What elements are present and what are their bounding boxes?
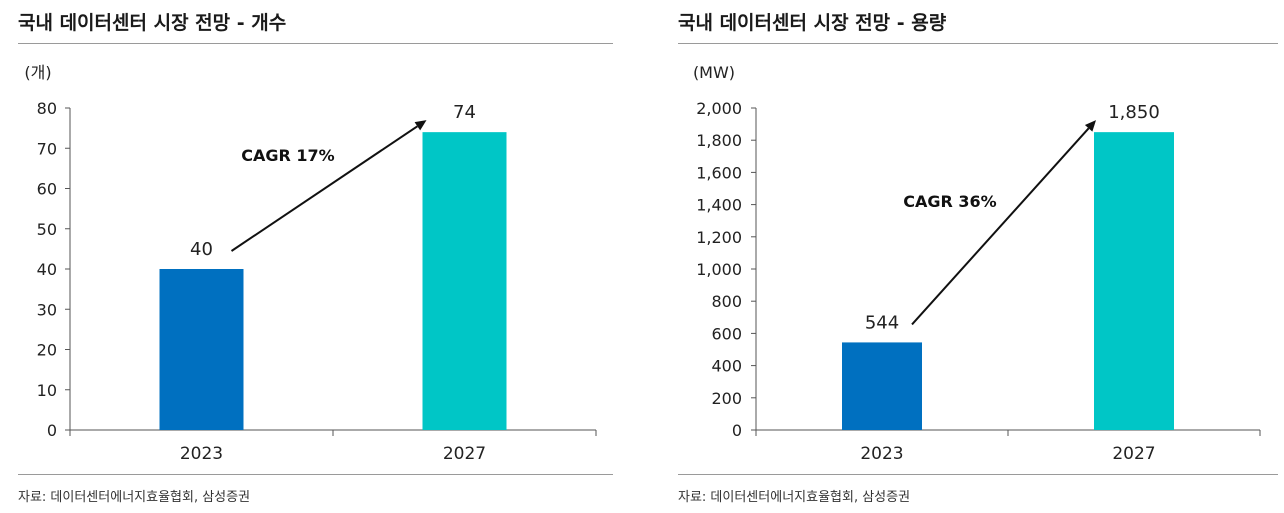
x-tick-label: 2023: [180, 444, 223, 464]
y-tick-label: 50: [37, 220, 57, 239]
title-divider: [678, 43, 1278, 44]
x-tick-label: 2027: [443, 444, 486, 464]
y-tick-label: 20: [37, 341, 57, 360]
cagr-annotation: CAGR 36%: [903, 192, 996, 211]
data-label: 40: [190, 239, 213, 260]
bar-chart-count: (개) 0 10 20 30 40 50 60 70 80 40 2023 74 2027 CAGR 17%: [24, 63, 597, 464]
cagr-annotation: CAGR 17%: [241, 146, 334, 165]
title-divider: [18, 43, 613, 44]
y-tick-label: 2,000: [696, 99, 742, 118]
y-unit-label: (개): [24, 63, 51, 82]
y-tick-label: 60: [37, 180, 57, 199]
x-tick-label: 2023: [860, 444, 903, 464]
source-note: 자료: 데이터센터에너지효율협회, 삼성증권: [18, 490, 251, 505]
source-divider: [18, 474, 613, 475]
y-tick-label: 80: [37, 99, 57, 118]
y-tick-label: 1,600: [696, 163, 742, 182]
cagr-arrow-head: [1084, 120, 1096, 132]
y-tick-label: 40: [37, 260, 57, 279]
cagr-arrow-line: [911, 127, 1090, 326]
data-label: 74: [453, 102, 476, 123]
bar-chart-capacity: (MW) 0 200 400 600 800 1,000 1,200 1,400 1,600 1,8…: [693, 63, 1261, 464]
x-tick-label: 2027: [1112, 444, 1155, 464]
y-unit-label: (MW): [693, 63, 735, 82]
y-tick-label: 200: [711, 389, 742, 408]
y-tick-label: 0: [47, 421, 57, 440]
y-tick-label: 800: [711, 292, 742, 311]
y-tick-label: 600: [711, 324, 742, 343]
chart-title: 국내 데이터센터 시장 전망 - 개수: [18, 12, 287, 34]
cagr-arrow-line: [230, 125, 418, 252]
chart-title: 국내 데이터센터 시장 전망 - 용량: [678, 12, 947, 34]
y-tick-label: 1,200: [696, 228, 742, 247]
y-tick-label: 30: [37, 300, 57, 319]
bar-2027: [1094, 132, 1174, 430]
bar-2023: [159, 269, 244, 430]
y-tick-label: 70: [37, 139, 57, 158]
y-tick-label: 1,400: [696, 196, 742, 215]
data-label: 544: [865, 312, 899, 333]
y-tick-label: 400: [711, 357, 742, 376]
y-tick-label: 0: [732, 421, 742, 440]
source-divider: [678, 474, 1278, 475]
chart-panel-capacity: 국내 데이터센터 시장 전망 - 용량 (MW) 0 200 400 600 800 1,0…: [678, 0, 1284, 513]
cagr-arrow-head: [414, 120, 427, 131]
bar-2027: [422, 132, 507, 430]
y-tick-label: 10: [37, 381, 57, 400]
chart-panel-count: 국내 데이터센터 시장 전망 - 개수 (개) 0 10 20 30 40 50 60 70 80…: [0, 0, 613, 513]
data-label: 1,850: [1108, 102, 1160, 123]
source-note: 자료: 데이터센터에너지효율협회, 삼성증권: [678, 490, 911, 505]
bar-2023: [842, 342, 922, 430]
y-tick-label: 1,800: [696, 131, 742, 150]
y-tick-label: 1,000: [696, 260, 742, 279]
